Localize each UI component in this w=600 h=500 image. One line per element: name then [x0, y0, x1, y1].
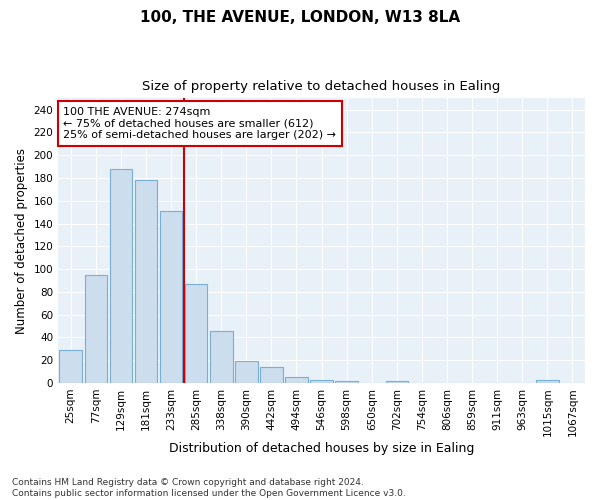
Bar	[536, 380, 559, 383]
Bar	[335, 380, 358, 383]
Y-axis label: Number of detached properties: Number of detached properties	[15, 148, 28, 334]
Bar	[260, 367, 283, 383]
Bar	[160, 211, 182, 383]
X-axis label: Distribution of detached houses by size in Ealing: Distribution of detached houses by size …	[169, 442, 474, 455]
Text: 100 THE AVENUE: 274sqm
← 75% of detached houses are smaller (612)
25% of semi-de: 100 THE AVENUE: 274sqm ← 75% of detached…	[64, 107, 337, 140]
Bar	[134, 180, 157, 383]
Bar	[285, 378, 308, 383]
Bar	[310, 380, 333, 383]
Bar	[235, 362, 257, 383]
Bar	[386, 380, 408, 383]
Bar	[59, 350, 82, 383]
Bar	[185, 284, 208, 383]
Text: 100, THE AVENUE, LONDON, W13 8LA: 100, THE AVENUE, LONDON, W13 8LA	[140, 10, 460, 25]
Bar	[210, 330, 233, 383]
Title: Size of property relative to detached houses in Ealing: Size of property relative to detached ho…	[142, 80, 501, 93]
Bar	[110, 169, 132, 383]
Bar	[85, 275, 107, 383]
Text: Contains HM Land Registry data © Crown copyright and database right 2024.
Contai: Contains HM Land Registry data © Crown c…	[12, 478, 406, 498]
